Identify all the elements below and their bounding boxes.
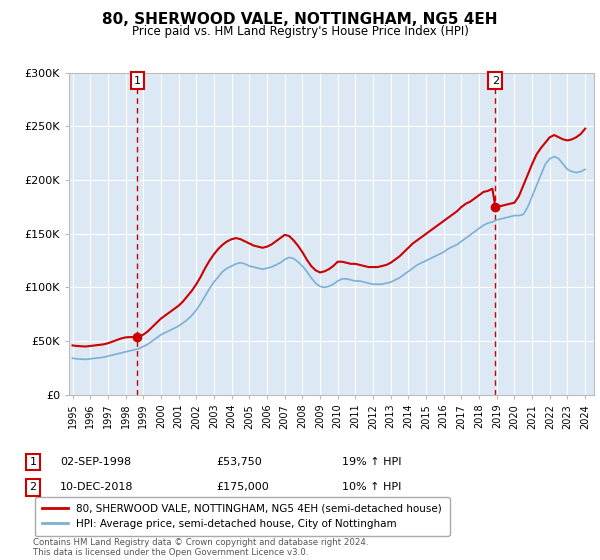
Text: 1: 1	[29, 457, 37, 467]
Text: 1: 1	[134, 76, 141, 86]
Text: 10-DEC-2018: 10-DEC-2018	[60, 482, 133, 492]
Text: 80, SHERWOOD VALE, NOTTINGHAM, NG5 4EH: 80, SHERWOOD VALE, NOTTINGHAM, NG5 4EH	[102, 12, 498, 27]
Text: 19% ↑ HPI: 19% ↑ HPI	[342, 457, 401, 467]
Text: 02-SEP-1998: 02-SEP-1998	[60, 457, 131, 467]
Text: Price paid vs. HM Land Registry's House Price Index (HPI): Price paid vs. HM Land Registry's House …	[131, 25, 469, 38]
Text: £53,750: £53,750	[216, 457, 262, 467]
Text: Contains HM Land Registry data © Crown copyright and database right 2024.
This d: Contains HM Land Registry data © Crown c…	[33, 538, 368, 557]
Text: 2: 2	[492, 76, 499, 86]
Text: 10% ↑ HPI: 10% ↑ HPI	[342, 482, 401, 492]
Text: £175,000: £175,000	[216, 482, 269, 492]
Text: 2: 2	[29, 482, 37, 492]
Legend: 80, SHERWOOD VALE, NOTTINGHAM, NG5 4EH (semi-detached house), HPI: Average price: 80, SHERWOOD VALE, NOTTINGHAM, NG5 4EH (…	[35, 497, 449, 536]
